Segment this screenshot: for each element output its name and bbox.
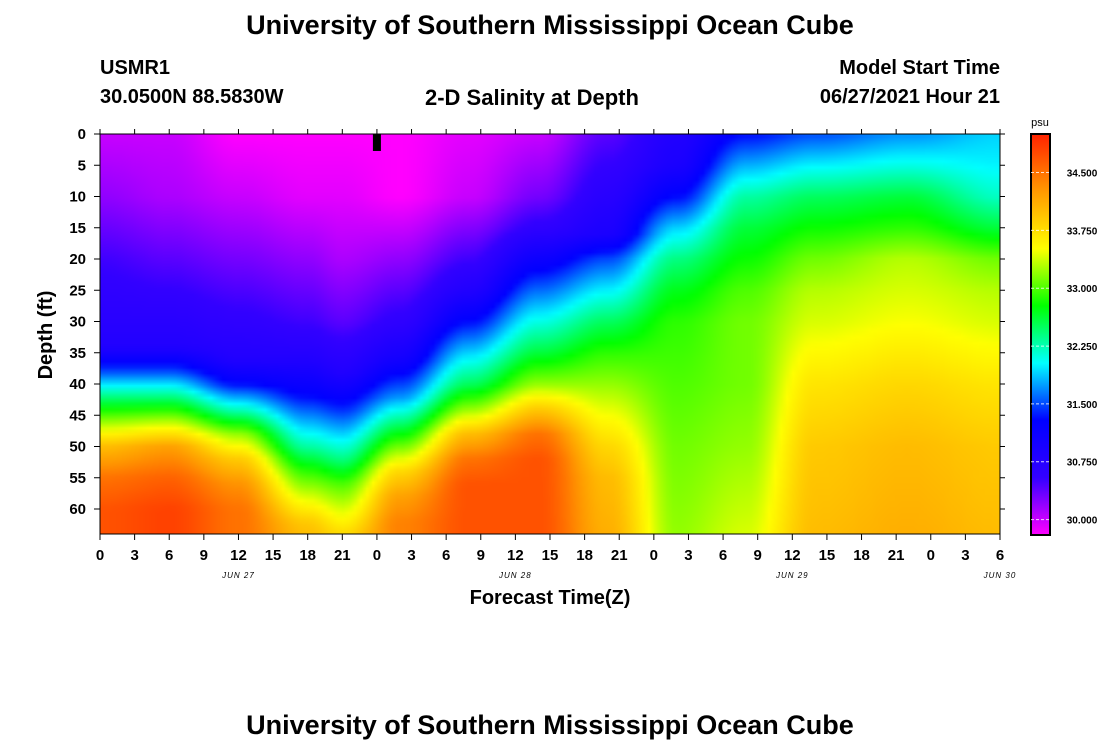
y-tick-label: 45 [69, 407, 86, 424]
colorbar-unit: psu [1031, 117, 1049, 129]
x-tick-label: 6 [996, 547, 1004, 564]
station-location: 30.0500N 88.5830W [100, 86, 284, 108]
y-tick-label: 25 [69, 282, 86, 299]
salinity-heatmap [100, 134, 1000, 534]
date-label: JUN 30 [983, 571, 1017, 580]
colorbar [1030, 133, 1051, 536]
y-axis-label: Depth (ft) [35, 291, 57, 380]
x-tick-label: 12 [230, 547, 247, 564]
x-tick-label: 0 [96, 547, 104, 564]
x-tick-label: 21 [888, 547, 905, 564]
x-tick-label: 9 [754, 547, 762, 564]
colorbar-tick-label: 34.500 [1067, 169, 1098, 180]
x-tick-label: 15 [542, 547, 559, 564]
y-tick-label: 35 [69, 345, 86, 362]
x-tick-label: 15 [265, 547, 282, 564]
colorbar-tick-label: 30.000 [1067, 516, 1098, 527]
x-tick-label: 18 [576, 547, 593, 564]
x-tick-label: 3 [130, 547, 138, 564]
date-label: JUN 29 [775, 571, 809, 580]
x-tick-label: 15 [819, 547, 836, 564]
station-id: USMR1 [100, 57, 171, 79]
x-tick-label: 18 [853, 547, 870, 564]
colorbar-tick-label: 30.750 [1067, 458, 1098, 469]
y-tick-label: 55 [69, 470, 86, 487]
x-axis-label: Forecast Time(Z) [470, 587, 631, 609]
x-tick-label: 12 [784, 547, 801, 564]
x-tick-label: 18 [299, 547, 316, 564]
x-tick-label: 6 [165, 547, 173, 564]
colorbar-tick-label: 31.500 [1067, 400, 1098, 411]
model-start-marker [372, 134, 381, 151]
y-tick-label: 5 [78, 157, 86, 174]
colorbar-tick-label: 33.750 [1067, 226, 1098, 237]
model-start-label: Model Start Time [839, 57, 1000, 79]
y-tick-label: 50 [69, 439, 86, 456]
x-tick-label: 6 [442, 547, 450, 564]
y-tick-label: 10 [69, 189, 86, 206]
x-tick-label: 3 [961, 547, 969, 564]
date-label: JUN 27 [221, 571, 255, 580]
colorbar-tick-label: 33.000 [1067, 284, 1098, 295]
x-tick-label: 21 [611, 547, 628, 564]
colorbar-tick-label: 32.250 [1067, 342, 1098, 353]
y-tick-label: 0 [78, 126, 86, 143]
x-tick-label: 3 [407, 547, 415, 564]
y-tick-label: 20 [69, 251, 86, 268]
date-label: JUN 28 [498, 571, 532, 580]
x-tick-label: 21 [334, 547, 351, 564]
footer-title: University of Southern Mississippi Ocean… [246, 710, 854, 740]
y-tick-label: 15 [69, 220, 86, 237]
page-title: University of Southern Mississippi Ocean… [246, 10, 854, 40]
x-tick-label: 6 [719, 547, 727, 564]
model-start-time: 06/27/2021 Hour 21 [819, 86, 1000, 108]
x-tick-label: 3 [684, 547, 692, 564]
x-tick-label: 9 [200, 547, 208, 564]
x-tick-label: 12 [507, 547, 524, 564]
x-tick-label: 0 [650, 547, 658, 564]
y-tick-label: 30 [69, 314, 86, 331]
x-tick-label: 9 [477, 547, 485, 564]
x-tick-label: 0 [373, 547, 381, 564]
x-tick-label: 0 [927, 547, 935, 564]
y-tick-label: 40 [69, 376, 86, 393]
chart-title: 2-D Salinity at Depth [425, 85, 639, 110]
y-tick-label: 60 [69, 501, 86, 518]
